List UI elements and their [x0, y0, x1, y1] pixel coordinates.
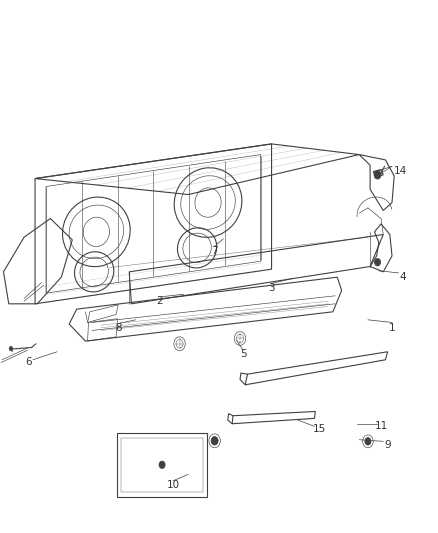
Circle shape — [374, 259, 381, 266]
Text: 3: 3 — [268, 283, 275, 293]
Text: 10: 10 — [166, 480, 180, 490]
Text: 14: 14 — [394, 166, 407, 175]
Text: 1: 1 — [389, 323, 396, 333]
Circle shape — [211, 437, 218, 445]
Circle shape — [365, 438, 371, 445]
Text: 2: 2 — [156, 296, 163, 306]
Text: 11: 11 — [374, 422, 388, 431]
Circle shape — [159, 461, 165, 469]
Circle shape — [374, 171, 381, 179]
Text: 6: 6 — [25, 358, 32, 367]
Text: 9: 9 — [384, 440, 391, 450]
Circle shape — [9, 346, 13, 351]
Text: 8: 8 — [115, 323, 122, 333]
Text: 5: 5 — [240, 350, 247, 359]
Text: 4: 4 — [399, 272, 406, 282]
Text: 7: 7 — [211, 246, 218, 255]
Text: 15: 15 — [313, 424, 326, 434]
